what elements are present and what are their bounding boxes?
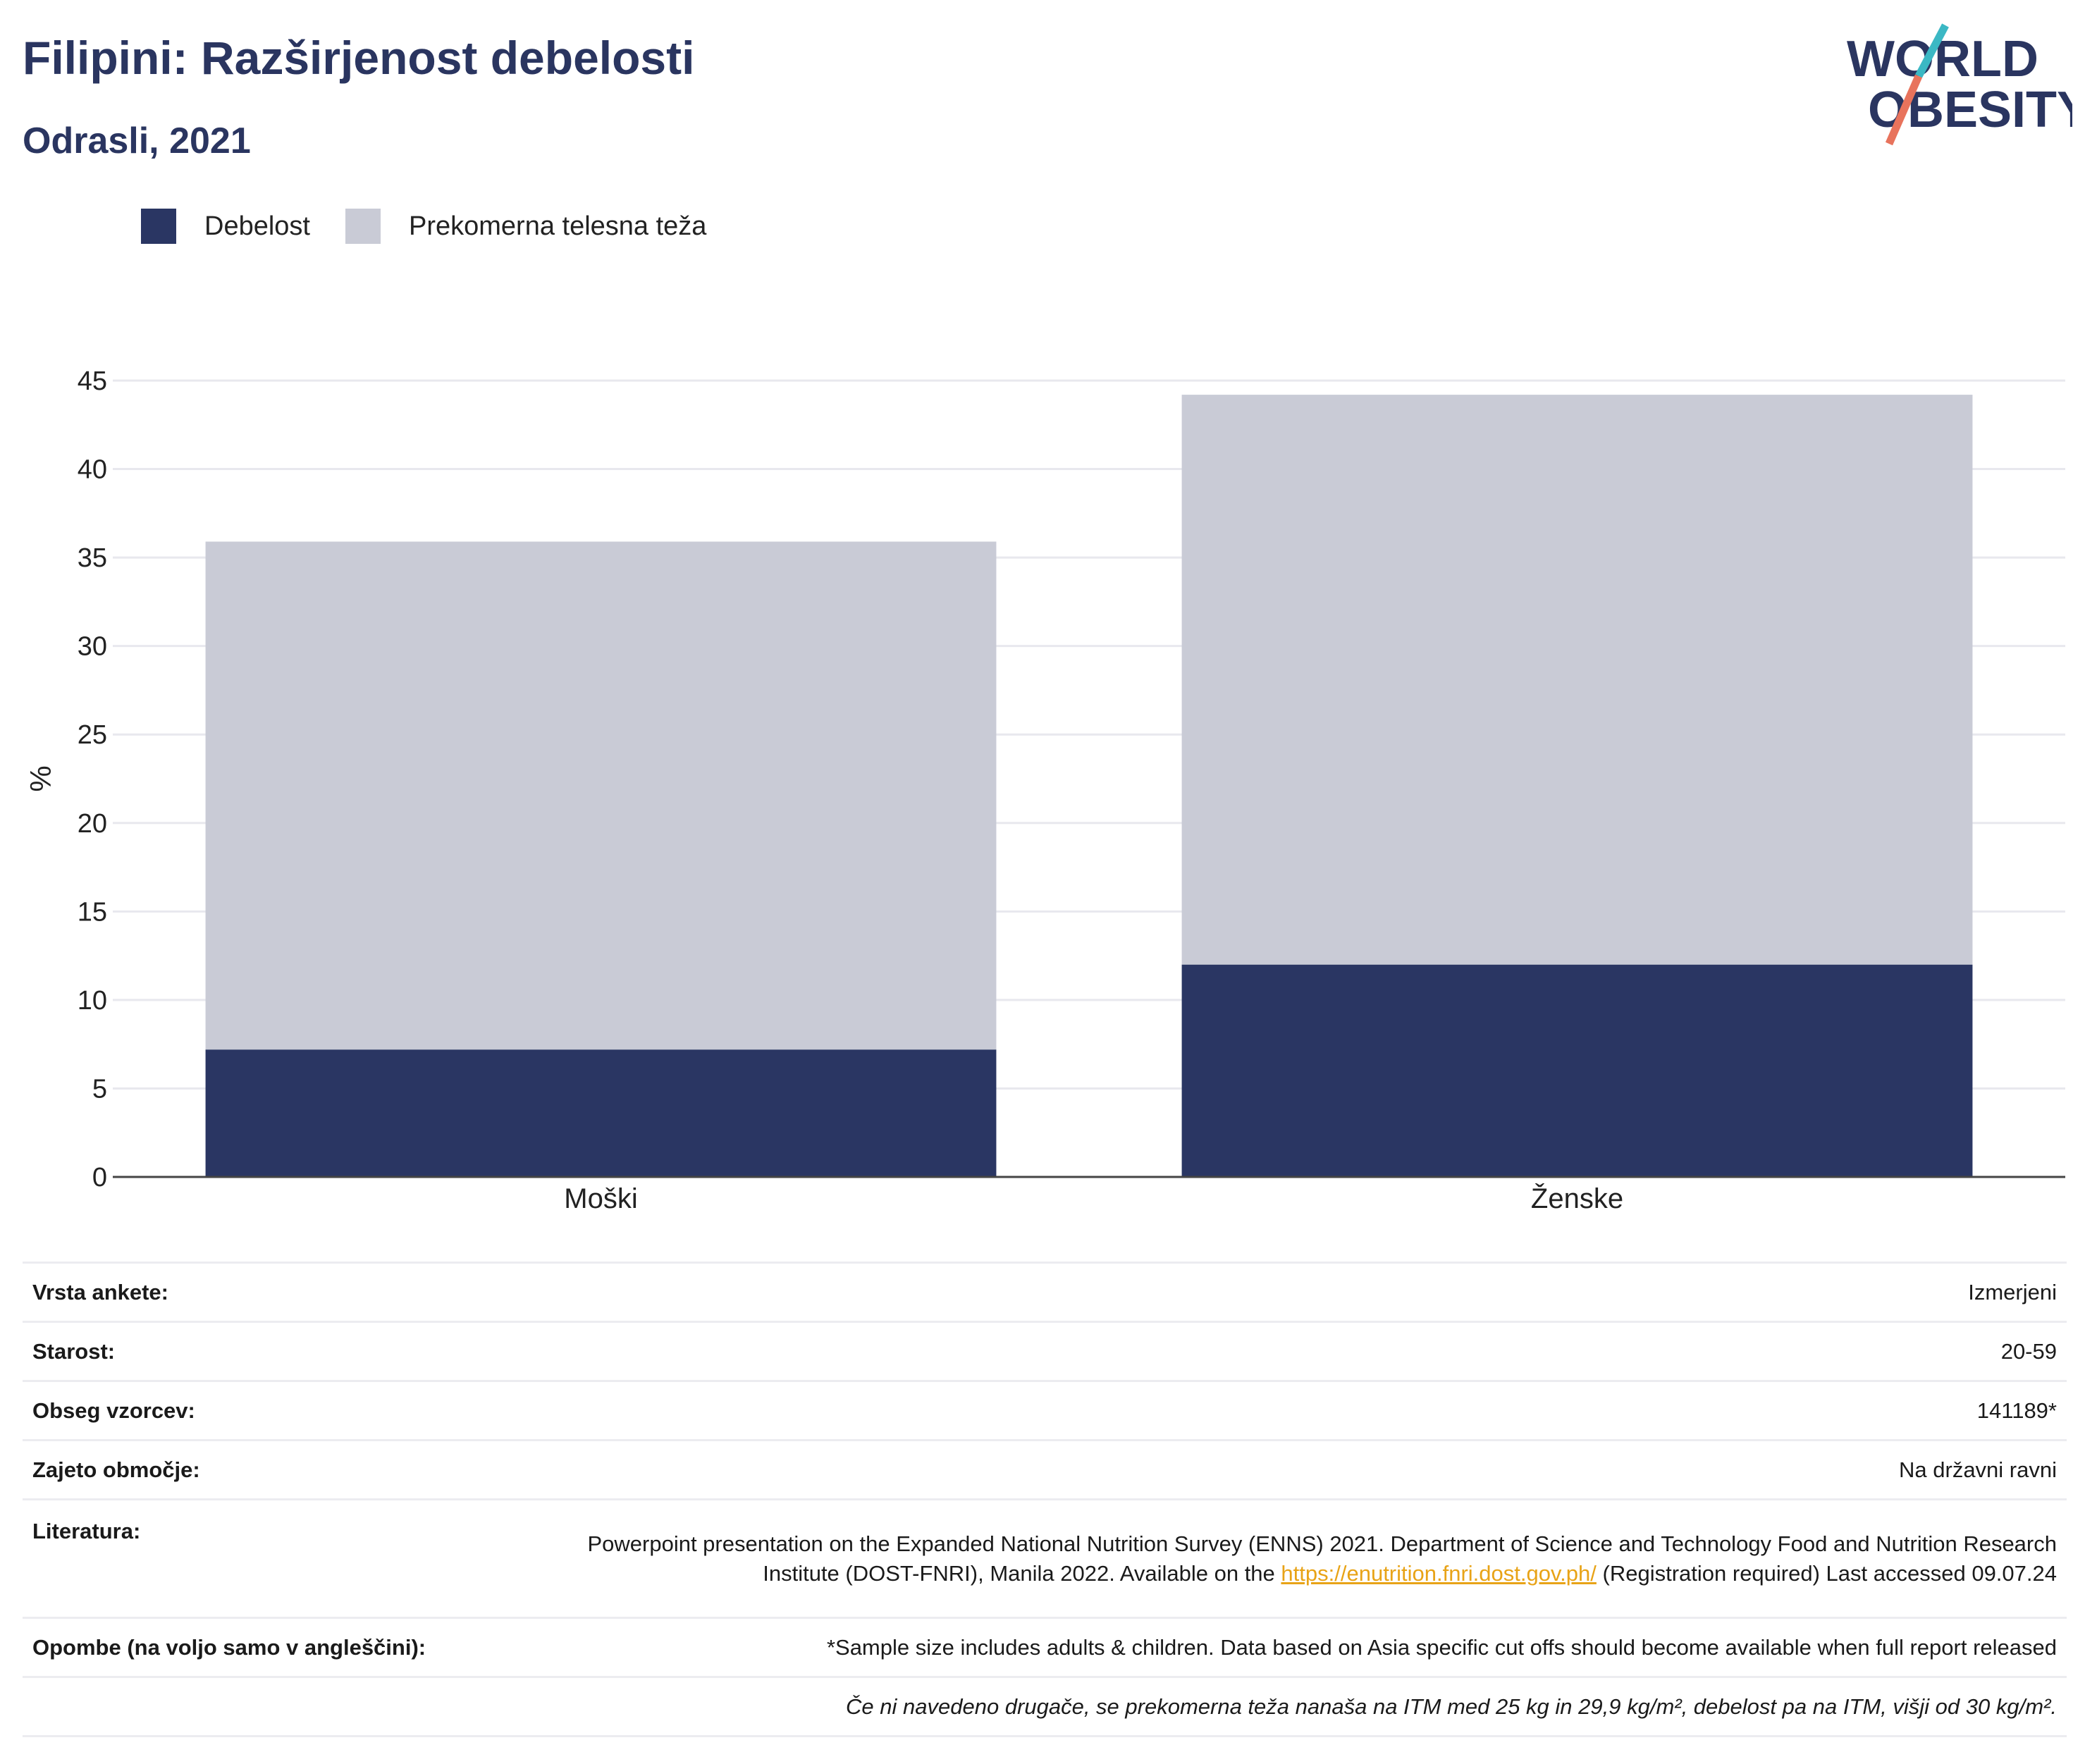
info-label: Vrsta ankete:: [23, 1262, 536, 1322]
logo-slash-coral: [1885, 74, 1923, 146]
info-value: *Sample size includes adults & children.…: [536, 1617, 2067, 1677]
info-row-survey-type: Vrsta ankete: Izmerjeni: [23, 1262, 2067, 1322]
info-row-sample-size: Obseg vzorcev: 141189*: [23, 1380, 2067, 1441]
y-tick-label: 45: [78, 366, 107, 396]
y-tick-label: 5: [92, 1074, 107, 1104]
y-tick-label: 30: [78, 632, 107, 662]
y-tick-label: 15: [78, 897, 107, 927]
literature-text-end: (Registration required) Last accessed 09…: [1602, 1560, 2057, 1586]
bar-obesity: [205, 1049, 997, 1177]
y-tick-label: 10: [78, 986, 107, 1016]
y-axis-label: %: [24, 765, 57, 791]
legend-label-overweight: Prekomerna telesna teža: [408, 211, 707, 241]
legend-swatch-obesity: [141, 209, 176, 244]
legend-item-obesity[interactable]: Debelost: [141, 209, 310, 244]
info-row-literature: Literatura: Powerpoint presentation on t…: [23, 1498, 2067, 1618]
info-label: Starost:: [23, 1321, 536, 1381]
legend-swatch-overweight: [345, 209, 381, 244]
y-tick-label: 25: [78, 720, 107, 750]
x-tick-label: Moški: [564, 1183, 637, 1214]
page-subtitle: Odrasli, 2021: [23, 121, 251, 161]
info-row-footnote: Če ni navedeno drugače, se prekomerna te…: [23, 1676, 2067, 1737]
bar-overweight: [1181, 395, 1973, 965]
info-value: Izmerjeni: [536, 1262, 2067, 1322]
x-tick-label: Ženske: [1531, 1183, 1623, 1214]
stacked-bar-chart: 0 5 10 15 20 25 30 35 40 45% Moški Ženske: [24, 366, 2065, 1214]
y-tick-label: 20: [78, 809, 107, 839]
info-value: 141189*: [536, 1380, 2067, 1441]
bar-overweight: [205, 541, 997, 1050]
info-label: Zajeto območje:: [23, 1439, 536, 1500]
literature-text: Powerpoint presentation on the Expanded …: [587, 1531, 2057, 1586]
info-row-notes: Opombe (na voljo samo v angleščini): *Sa…: [23, 1617, 2067, 1677]
info-value: Na državni ravni: [536, 1439, 2067, 1500]
y-tick-label: 40: [78, 455, 107, 485]
legend-item-overweight[interactable]: Prekomerna telesna teža: [345, 209, 706, 244]
survey-info-table: Vrsta ankete: Izmerjeni Starost: 20-59 O…: [23, 1262, 2067, 1737]
info-row-age: Starost: 20-59: [23, 1321, 2067, 1381]
logo-slash-teal: [1915, 23, 1949, 78]
info-label: Obseg vzorcev:: [23, 1380, 536, 1441]
chart-legend: Debelost Prekomerna telesna teža: [141, 209, 742, 244]
logo-line1: WORLD: [1847, 31, 2038, 87]
literature-link[interactable]: https://enutrition.fnri.dost.gov.ph/: [1281, 1560, 1597, 1586]
info-label: Literatura:: [23, 1498, 536, 1618]
info-label: Opombe (na voljo samo v angleščini):: [23, 1617, 536, 1677]
info-value: 20-59: [536, 1321, 2067, 1381]
info-value-literature: Powerpoint presentation on the Expanded …: [536, 1498, 2067, 1618]
info-row-area: Zajeto območje: Na državni ravni: [23, 1439, 2067, 1500]
y-tick-label: 35: [78, 543, 107, 573]
page-title: Filipini: Razširjenost debelosti: [23, 32, 695, 84]
world-obesity-logo: WORLD OBESITY: [1847, 23, 2072, 146]
y-tick-label: 0: [92, 1163, 107, 1192]
bar-obesity: [1181, 964, 1973, 1177]
footnote: Če ni navedeno drugače, se prekomerna te…: [23, 1676, 2067, 1737]
legend-label-obesity: Debelost: [204, 211, 310, 241]
